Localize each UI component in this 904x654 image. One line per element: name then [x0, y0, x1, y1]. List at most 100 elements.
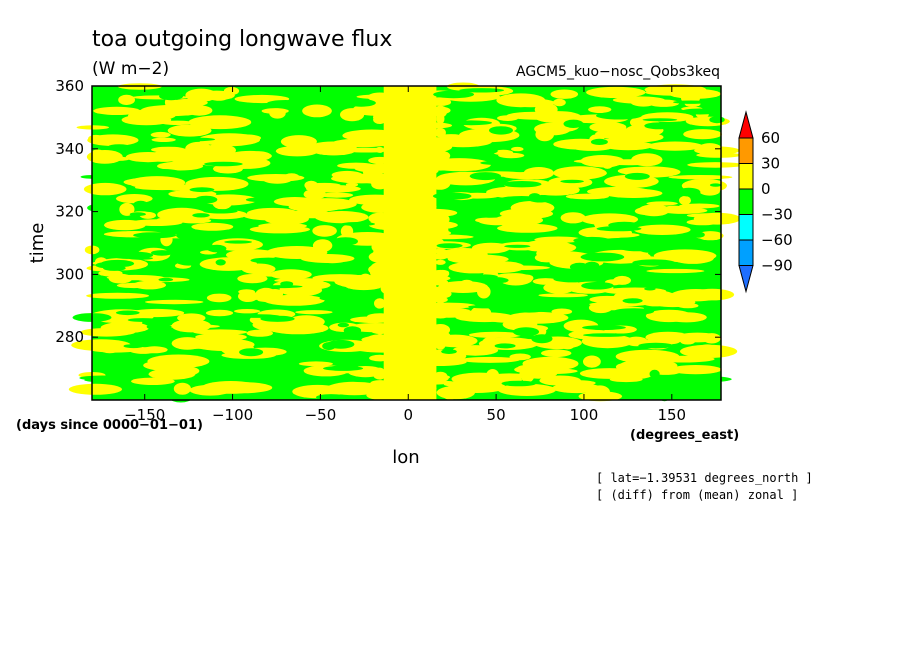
y-units-label: (days since 0000−01−01) — [16, 418, 203, 433]
contour-patch-negative — [260, 315, 295, 322]
contour-patch-negative — [167, 296, 180, 300]
contour-patch-positive — [669, 365, 722, 375]
contour-patch-negative — [560, 179, 584, 184]
contour-patch-positive — [565, 193, 610, 200]
contour-patch-negative — [649, 369, 660, 379]
x-units-label: (degrees_east) — [630, 428, 739, 443]
contour-patch-negative — [673, 100, 709, 104]
x-tick-label: −50 — [305, 406, 337, 424]
contour-patch-positive — [223, 87, 240, 95]
plot-area — [68, 82, 744, 403]
contour-patch-negative — [140, 168, 181, 176]
contour-patch-positive — [646, 268, 705, 274]
band-edge-patch — [370, 326, 389, 335]
central-positive-band — [383, 86, 437, 400]
colorbar-label: −30 — [761, 206, 793, 224]
contour-patch-positive — [314, 211, 369, 224]
contour-patch-positive — [359, 273, 372, 284]
contour-patch-positive — [468, 331, 522, 338]
contour-patch-negative — [158, 277, 174, 282]
contour-patch-negative — [494, 343, 516, 349]
contour-patch-positive — [116, 282, 152, 289]
contour-patch-negative — [620, 245, 656, 252]
contour-patch-positive — [653, 249, 717, 263]
band-edge-patch — [369, 234, 390, 241]
contour-patch-negative — [583, 333, 629, 337]
contour-patch-negative — [450, 120, 493, 126]
contour-patch-positive — [165, 324, 220, 329]
contour-patch-negative — [622, 298, 643, 304]
contour-patch-negative — [553, 275, 591, 283]
band-edge-patch — [375, 214, 385, 222]
contour-patch-positive — [173, 382, 191, 395]
colorbar-label: 0 — [761, 180, 771, 198]
contour-patch-positive — [203, 144, 236, 157]
contour-patch-positive — [550, 89, 579, 99]
contour-patch-negative — [596, 111, 642, 120]
contour-patch-positive — [201, 381, 260, 394]
contour-patch-negative — [330, 365, 359, 370]
band-edge-patch — [366, 206, 393, 212]
contour-patch-positive — [497, 223, 558, 233]
contour-patch-positive — [553, 98, 566, 107]
contour-patch-positive — [578, 391, 623, 402]
contour-patch-positive — [312, 225, 337, 237]
colorbar: 60 30 0 −30 −60 −90 — [738, 110, 793, 294]
band-edge-patch — [431, 269, 450, 278]
x-tick-label: 0 — [403, 406, 413, 424]
contour-patch-positive — [195, 333, 247, 342]
band-edge-patch — [430, 275, 451, 281]
contour-fill-layer — [68, 82, 744, 403]
contour-patch-positive — [157, 161, 204, 171]
x-tick-label: −150 — [124, 406, 165, 424]
colorbar-label: 60 — [761, 129, 780, 147]
contour-patch-positive — [645, 309, 693, 323]
contour-patch-negative — [449, 323, 473, 330]
contour-patch-negative — [319, 295, 350, 301]
contour-patch-positive — [280, 135, 317, 149]
y-tick-label: 300 — [55, 265, 84, 283]
contour-patch-negative — [441, 349, 457, 354]
contour-patch-negative — [457, 111, 474, 119]
contour-patch-positive — [119, 202, 135, 216]
contour-patch-positive — [312, 274, 369, 282]
y-axis-label: time — [27, 223, 48, 264]
band-edge-patch — [369, 383, 391, 394]
contour-patch-negative — [175, 137, 216, 142]
contour-patch-negative — [469, 172, 502, 181]
contour-patch-positive — [438, 281, 488, 293]
contour-patch-positive — [475, 217, 498, 223]
contour-patch-negative — [250, 257, 287, 264]
contour-patch-positive — [317, 255, 348, 264]
contour-patch-positive — [510, 201, 555, 215]
contour-patch-positive — [86, 292, 150, 299]
colorbar-label: 30 — [761, 155, 780, 173]
contour-patch-negative — [279, 383, 299, 387]
contour-patch-negative — [501, 380, 537, 387]
contour-patch-positive — [633, 224, 691, 235]
contour-patch-positive — [326, 384, 358, 390]
contour-patch-negative — [343, 326, 362, 335]
contour-patch-positive — [269, 108, 286, 119]
contour-patch-negative — [129, 212, 146, 217]
contour-patch-negative — [644, 287, 656, 291]
colorbar-bottom-arrow — [738, 265, 754, 294]
colorbar-label: −60 — [761, 231, 793, 249]
contour-patch-positive — [459, 356, 520, 363]
contour-patch-positive — [686, 219, 719, 226]
contour-patch-positive — [238, 290, 258, 302]
x-tick-label: 100 — [570, 406, 599, 424]
contour-patch-negative — [170, 394, 191, 403]
contour-patch-negative — [709, 116, 725, 124]
contour-patch-negative — [620, 315, 633, 319]
contour-patch-negative — [691, 231, 705, 238]
contour-patch-negative — [146, 323, 172, 331]
contour-patch-negative — [333, 237, 358, 246]
contour-patch-negative — [624, 172, 650, 180]
contour-patch-positive — [552, 383, 602, 394]
contour-patch-positive — [237, 274, 268, 284]
contour-patch-positive — [206, 293, 232, 303]
contour-patch-negative — [689, 386, 714, 394]
contour-patch-positive — [679, 195, 691, 205]
